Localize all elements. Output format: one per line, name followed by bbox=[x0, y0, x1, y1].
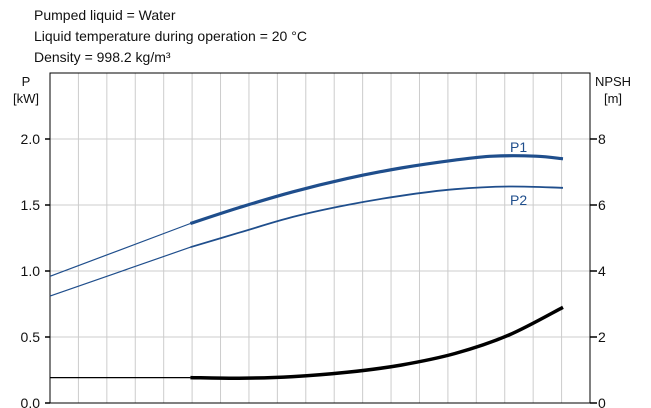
series-npsh-line bbox=[190, 305, 564, 381]
grid bbox=[50, 73, 590, 403]
left-tick-label: 2.0 bbox=[21, 131, 41, 147]
plot-border bbox=[49, 72, 591, 404]
series-label-p2: P2 bbox=[510, 192, 527, 208]
left-tick-label: 0.0 bbox=[21, 395, 41, 408]
right-tick-label: 6 bbox=[598, 197, 606, 213]
right-axis-label-symbol: NPSH bbox=[595, 74, 631, 89]
left-tick-label: 1.0 bbox=[21, 263, 41, 279]
note-density: Density = 998.2 kg/m³ bbox=[34, 49, 171, 65]
left-axis-label-unit: [kW] bbox=[13, 91, 39, 106]
left-tick-label: 1.5 bbox=[21, 197, 41, 213]
series-p1-line bbox=[189, 154, 564, 226]
series-label-p1: P1 bbox=[510, 139, 527, 155]
left-axis-label-symbol: P bbox=[22, 74, 31, 89]
series-p2-line-extrapolated bbox=[49, 246, 191, 297]
plot-frame bbox=[49, 72, 591, 404]
series-p2-line bbox=[190, 185, 564, 249]
axis-ticks: 0.0 0.5 1.0 1.5 2.0 0 2 4 6 8 bbox=[21, 131, 606, 408]
left-tick-label: 0.5 bbox=[21, 329, 41, 345]
series-group bbox=[49, 154, 564, 381]
right-tick-label: 2 bbox=[598, 329, 606, 345]
note-pumped-liquid: Pumped liquid = Water bbox=[34, 7, 176, 23]
right-tick-label: 0 bbox=[598, 395, 606, 408]
right-axis-label-unit: [m] bbox=[604, 91, 622, 106]
series-p1-line-extrapolated bbox=[49, 222, 191, 277]
right-tick-label: 4 bbox=[598, 263, 606, 279]
note-liquid-temperature: Liquid temperature during operation = 20… bbox=[34, 28, 307, 44]
right-tick-label: 8 bbox=[598, 131, 606, 147]
